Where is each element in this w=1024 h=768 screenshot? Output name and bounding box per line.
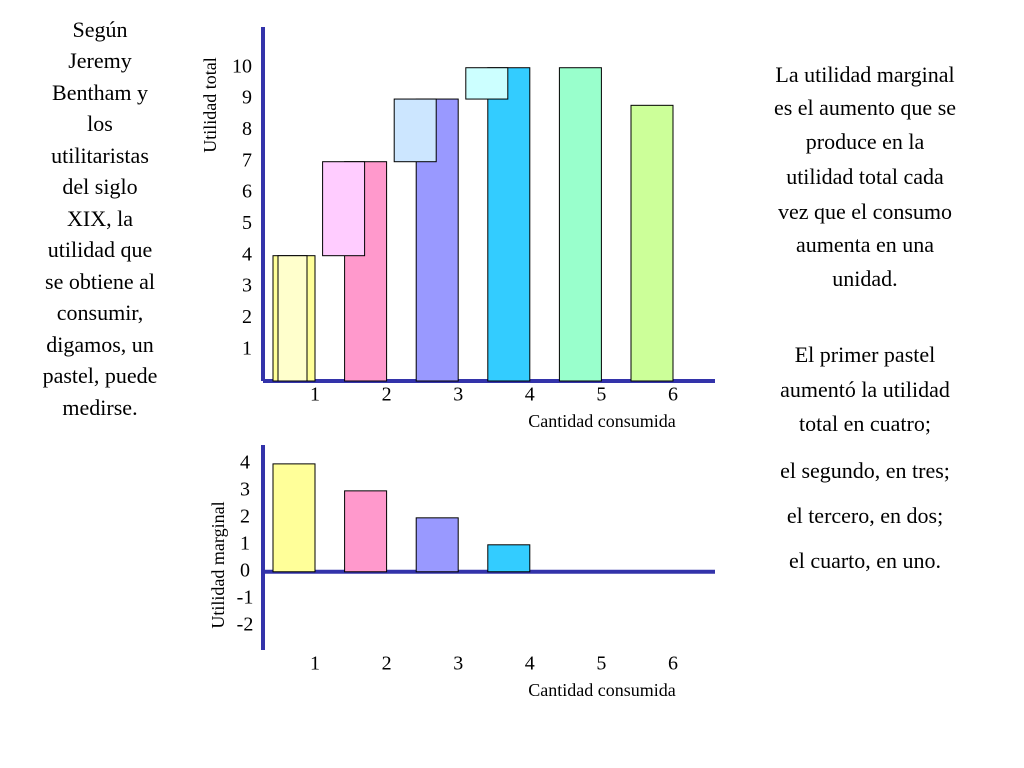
y-tick-label: 4 [242, 243, 252, 265]
x-axis-label: Cantidad consumida [528, 411, 675, 431]
left-text-line: pastel, puede [43, 363, 158, 388]
left-text-line: medirse. [62, 395, 137, 420]
left-text-line: Bentham y [52, 80, 148, 105]
left-text-line: los [87, 111, 113, 136]
right-text-line: produce en la [806, 129, 925, 154]
left-text-line: utilitaristas [51, 143, 149, 168]
x-tick-label: 3 [453, 653, 463, 675]
y-tick-label: 2 [240, 505, 250, 527]
y-tick-label: 4 [240, 451, 250, 473]
marginal-box [277, 255, 308, 382]
right-text-line: el segundo, en tres; [780, 458, 950, 483]
left-text-line: digamos, un [46, 332, 154, 357]
left-text-line: consumir, [57, 300, 144, 325]
y-tick-label: 0 [240, 559, 250, 581]
right-text-line: aumenta en una [796, 232, 934, 257]
x-tick-label: 4 [525, 384, 535, 406]
x-tick-label: 4 [525, 653, 535, 675]
marginal-box [322, 161, 366, 257]
bar [630, 104, 674, 382]
y-tick-label: 3 [240, 478, 250, 500]
right-text-line: el tercero, en dos; [787, 503, 943, 528]
right-text-line: total en cuatro; [799, 411, 931, 436]
bar [487, 67, 531, 382]
y-tick-label: 2 [242, 306, 252, 328]
right-text-line: El primer pastel [795, 342, 936, 367]
bar [558, 67, 602, 382]
left-text-line: utilidad que [48, 237, 152, 262]
right-text-line: unidad. [832, 266, 897, 291]
right-text-line: es el aumento que se [774, 95, 956, 120]
x-tick-label: 2 [382, 384, 392, 406]
left-text-line: Jeremy [68, 48, 132, 73]
y-tick-label: 1 [242, 337, 252, 359]
y-tick-label: -2 [237, 613, 254, 635]
right-text-line: vez que el consumo [778, 199, 952, 224]
left-text-line: se obtiene al [45, 269, 155, 294]
marginal-box [465, 67, 509, 100]
right-text-line: aumentó la utilidad [780, 377, 950, 402]
y-tick-label: -1 [237, 586, 254, 608]
y-tick-label: 8 [242, 118, 252, 140]
marginal-box [393, 98, 437, 163]
y-tick-label: 3 [242, 275, 252, 297]
right-text-line: La utilidad marginal [775, 62, 954, 87]
x-tick-label: 6 [668, 653, 678, 675]
x-tick-label: 5 [596, 384, 606, 406]
x-tick-label: 3 [453, 384, 463, 406]
x-tick-label: 6 [668, 384, 678, 406]
y-tick-label: 9 [242, 87, 252, 109]
y-tick-label: 10 [232, 55, 252, 77]
bar [415, 98, 459, 382]
bar [344, 490, 388, 573]
y-tick-label: 7 [242, 149, 252, 171]
bar [272, 463, 316, 573]
x-tick-label: 1 [310, 653, 320, 675]
y-tick-label: 1 [240, 532, 250, 554]
right-text-line: el cuarto, en uno. [789, 548, 941, 573]
y-axis-label: Utilidad marginal [208, 501, 228, 628]
y-axis-label: Utilidad total [200, 57, 220, 152]
bar [415, 517, 459, 573]
x-axis-label: Cantidad consumida [528, 680, 675, 700]
x-tick-label: 1 [310, 384, 320, 406]
bar [487, 544, 531, 573]
left-text-line: XIX, la [67, 206, 133, 231]
x-tick-label: 5 [596, 653, 606, 675]
x-tick-label: 2 [382, 653, 392, 675]
y-tick-label: 6 [242, 181, 252, 203]
left-text-line: del siglo [62, 174, 137, 199]
left-text-line: Según [73, 17, 128, 42]
y-tick-label: 5 [242, 212, 252, 234]
right-text-line: utilidad total cada [786, 164, 944, 189]
